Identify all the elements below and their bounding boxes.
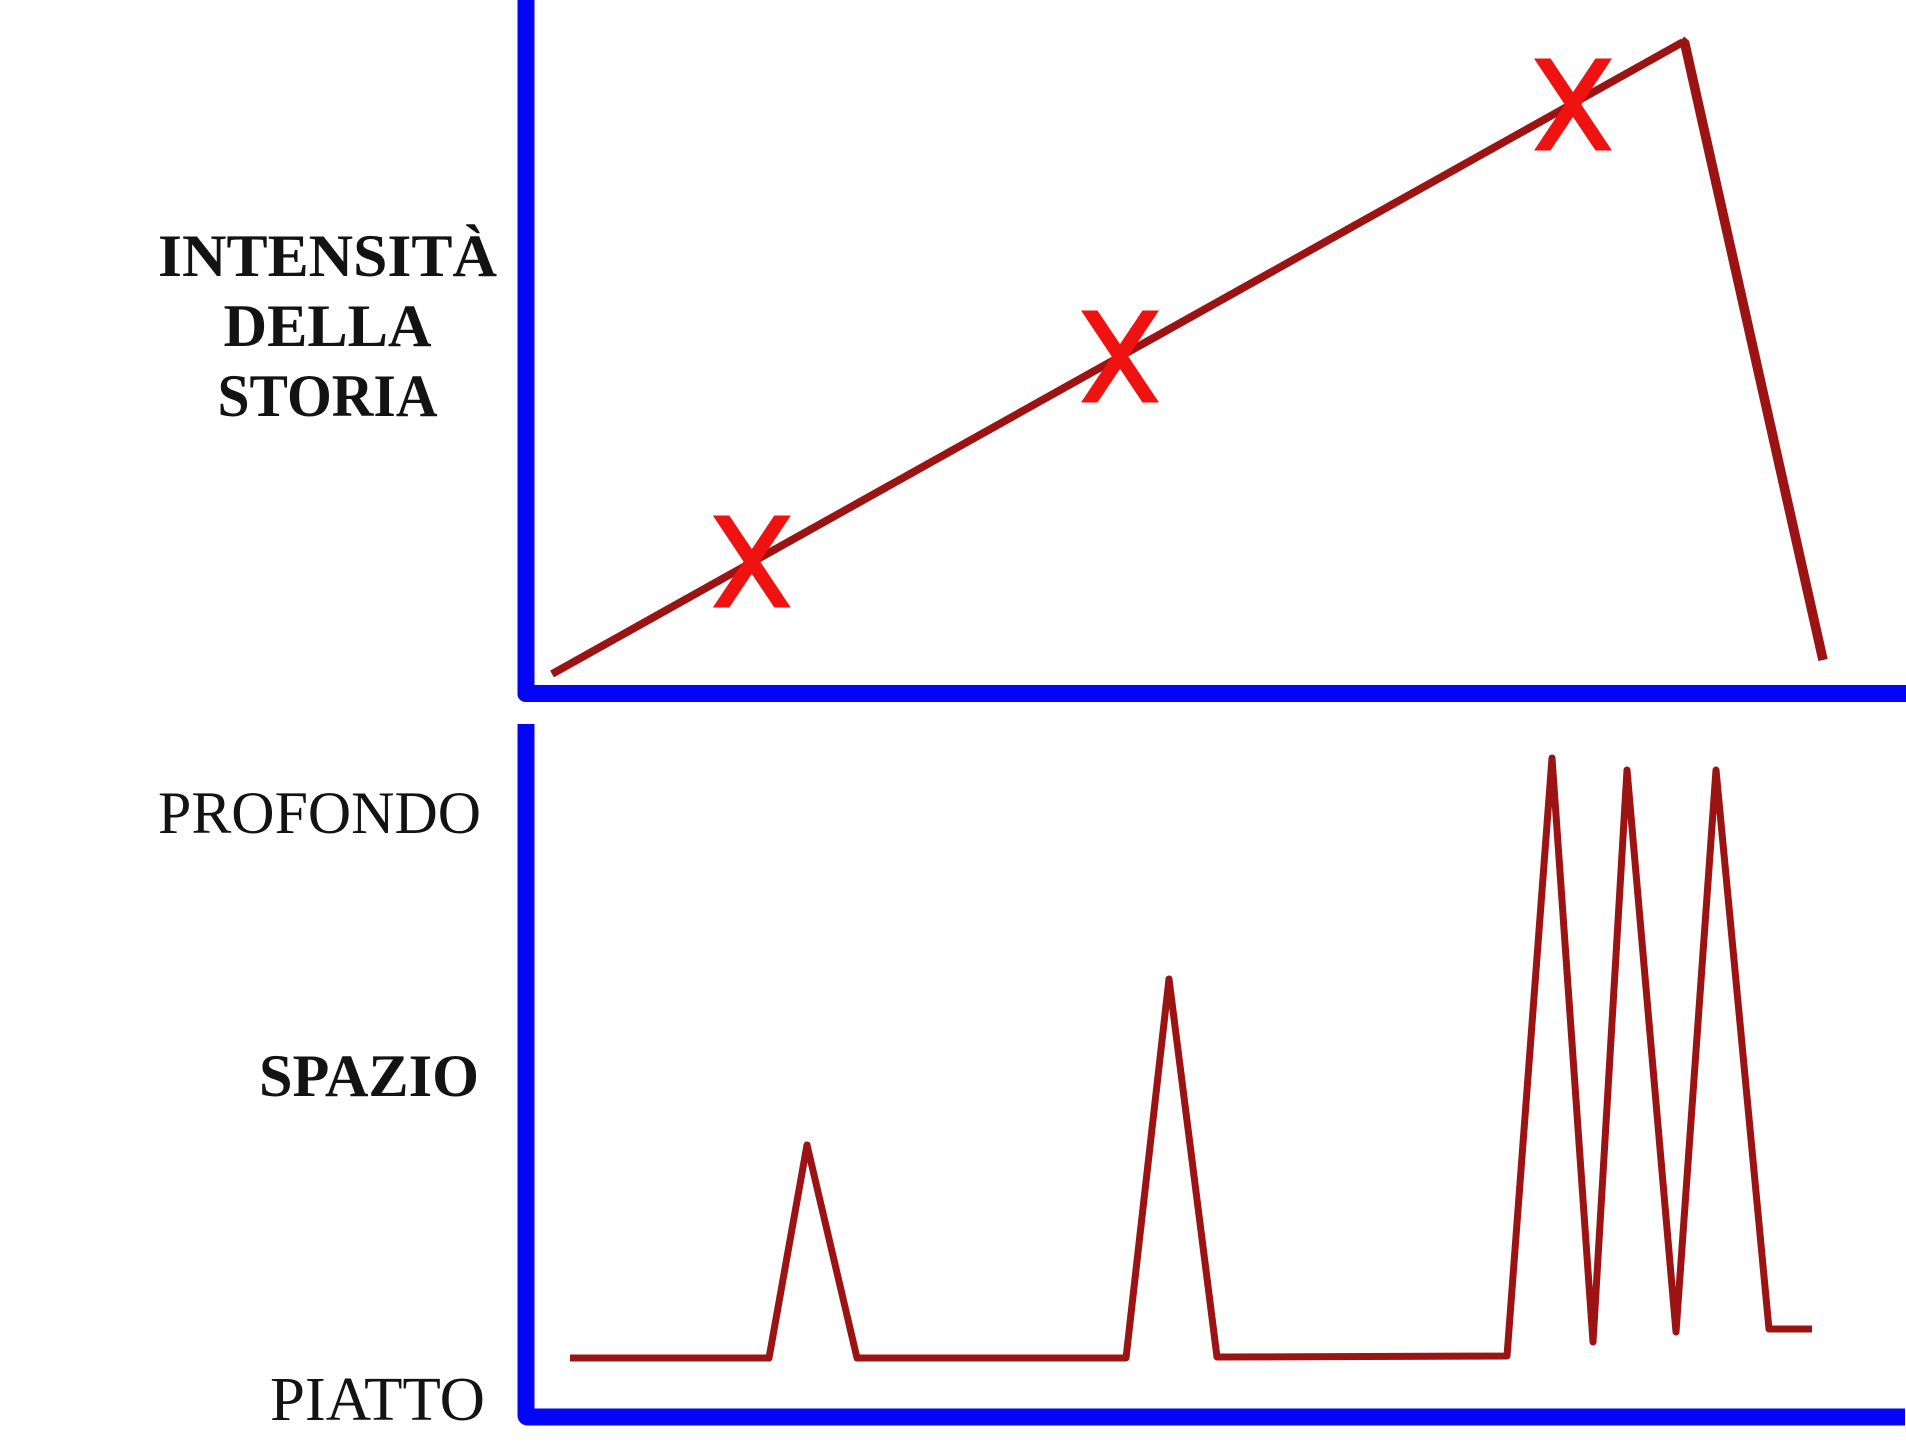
svg-text:SPAZIO: SPAZIO [259,1043,479,1110]
svg-text:PIATTO: PIATTO [270,1366,485,1434]
svg-text:PROFONDO: PROFONDO [158,780,481,847]
svg-text:DELLA: DELLA [224,293,432,360]
svg-text:INTENSITÀ: INTENSITÀ [158,223,497,290]
svg-text:STORIA: STORIA [218,363,438,430]
